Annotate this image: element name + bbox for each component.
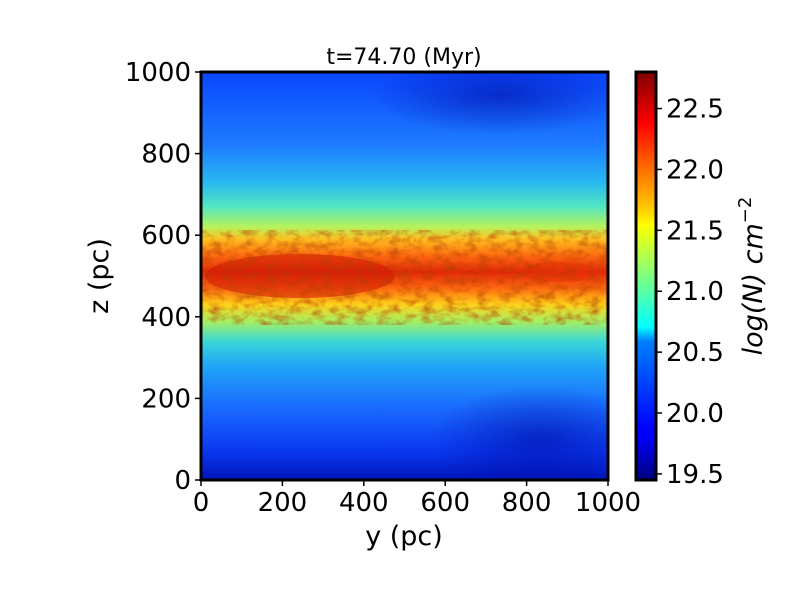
heatmap-plot-area	[201, 72, 608, 480]
colorbar-tick-label: 19.5	[666, 460, 724, 490]
x-tick-label: 400	[339, 488, 389, 518]
y-tick-label: 0	[174, 466, 191, 496]
dark-region-top-right	[370, 72, 608, 135]
turbulence-texture	[201, 230, 608, 325]
y-tick-label: 400	[141, 303, 191, 333]
dark-region-bottom-right	[430, 385, 608, 480]
x-axis-ticks: 0 200 400 600 800 1000	[193, 480, 641, 518]
colorbar-tick-label: 20.0	[666, 399, 724, 429]
chart-title: t=74.70 (Myr)	[326, 45, 481, 70]
x-tick-label: 0	[193, 488, 210, 518]
y-tick-label: 600	[141, 221, 191, 251]
plot-frame	[199, 70, 610, 482]
colorbar-label: log(N) cm−2	[735, 197, 769, 356]
colorbar-ticks: 19.5 20.0 20.5 21.0 21.5 22.0 22.5	[656, 95, 724, 490]
colorbar-tick-label: 22.5	[666, 95, 724, 125]
colorbar	[634, 70, 658, 482]
y-tick-label: 1000	[125, 58, 191, 88]
colorbar-tick-label: 22.0	[666, 155, 724, 185]
colorbar-label-base: log(N) cm	[738, 223, 769, 355]
y-axis-label: z (pc)	[84, 238, 115, 314]
x-tick-label: 600	[420, 488, 470, 518]
y-tick-label: 800	[141, 140, 191, 170]
colorbar-tick-label: 21.0	[666, 277, 724, 307]
x-tick-label: 200	[258, 488, 308, 518]
x-tick-label: 800	[502, 488, 552, 518]
y-axis-ticks: 0 200 400 600 800 1000	[125, 58, 201, 496]
y-tick-label: 200	[141, 384, 191, 414]
colorbar-tick-label: 20.5	[666, 338, 724, 368]
x-axis-label: y (pc)	[365, 521, 443, 552]
colorbar-tick-label: 21.5	[666, 216, 724, 246]
x-tick-label: 1000	[575, 488, 641, 518]
colorbar-label-exponent: −2	[735, 197, 756, 224]
